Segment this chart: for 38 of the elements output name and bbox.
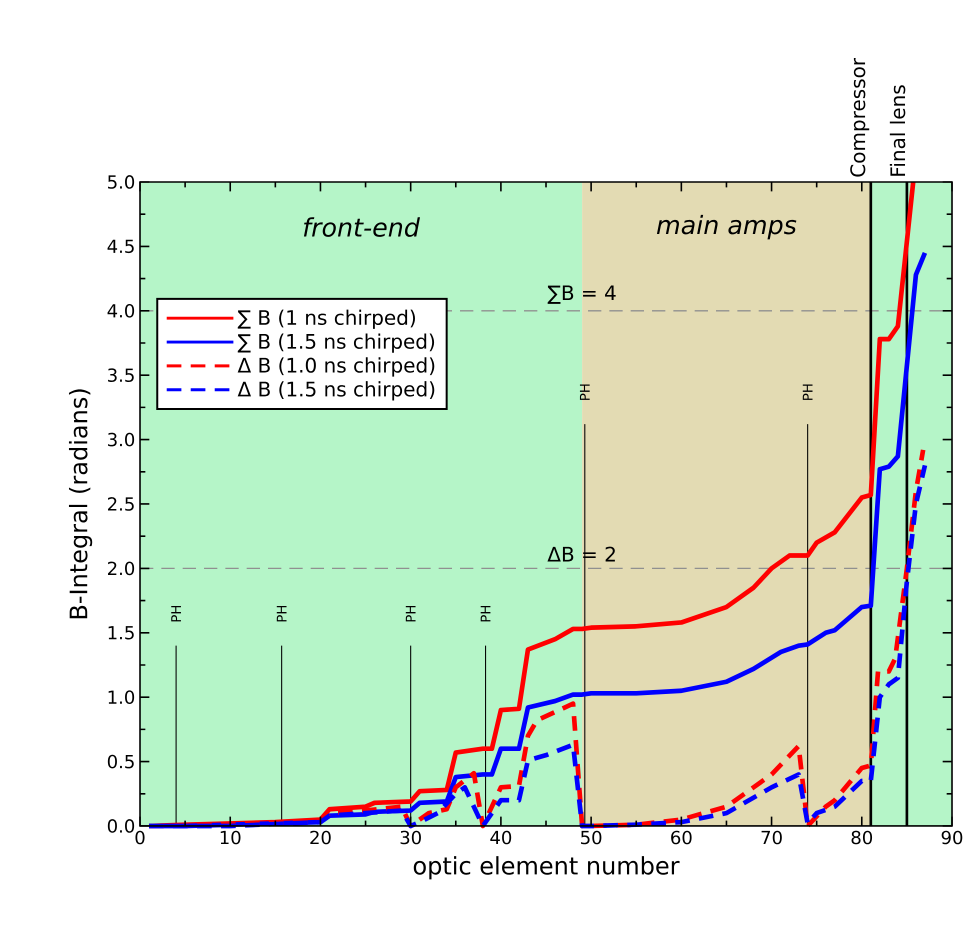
y-tick-label: 1.5 xyxy=(108,626,134,640)
ref-line-label: PH xyxy=(276,606,287,622)
y-axis-title: B-Integral (radians) xyxy=(68,389,92,618)
band-label: main amps xyxy=(656,214,796,240)
y-tick-label: 1.0 xyxy=(108,690,134,704)
x-axis-title: optic element number xyxy=(414,856,680,880)
ref-line-label: PH xyxy=(171,606,181,622)
x-tick-label: 70 xyxy=(762,830,782,844)
y-tick-label: 2.0 xyxy=(108,562,134,576)
y-tick-label: 0.0 xyxy=(108,819,134,833)
x-tick-label: 50 xyxy=(581,830,602,844)
ref-line-label: PH xyxy=(580,384,590,400)
x-tick-label: 10 xyxy=(220,830,240,844)
x-tick-label: 0 xyxy=(135,830,145,844)
legend-label: ∑ B (1.5 ns chirped) xyxy=(238,333,434,353)
y-tick-label: 0.5 xyxy=(108,754,134,768)
x-tick-label: 40 xyxy=(490,830,512,844)
y-tick-label: 4.0 xyxy=(108,304,134,318)
ref-line-label: Compressor xyxy=(850,58,870,177)
ref-line-label: PH xyxy=(480,606,490,622)
y-tick-label: 5.0 xyxy=(108,175,134,189)
x-tick-label: 90 xyxy=(942,830,962,844)
x-tick-label: 30 xyxy=(400,830,421,844)
ref-line-label: PH xyxy=(802,384,813,400)
x-tick-label: 80 xyxy=(852,830,872,844)
y-tick-label: 3.0 xyxy=(108,432,134,446)
y-tick-label: 2.5 xyxy=(108,497,134,511)
legend-label: Δ B (1.5 ns chirped) xyxy=(238,381,434,401)
legend-label: Δ B (1.0 ns chirped) xyxy=(238,357,434,377)
x-tick-label: 20 xyxy=(310,830,331,844)
y-tick-label: 3.5 xyxy=(108,368,134,382)
legend-label: ∑ B (1 ns chirped) xyxy=(238,310,415,329)
ref-line-label: ∑B = 4 xyxy=(548,285,616,304)
ref-line-label: Final lens xyxy=(890,85,906,176)
ref-line-label: PH xyxy=(406,606,416,622)
y-tick-label: 4.5 xyxy=(108,240,134,254)
x-tick-label: 60 xyxy=(671,830,692,844)
band-label: front-end xyxy=(304,217,420,237)
